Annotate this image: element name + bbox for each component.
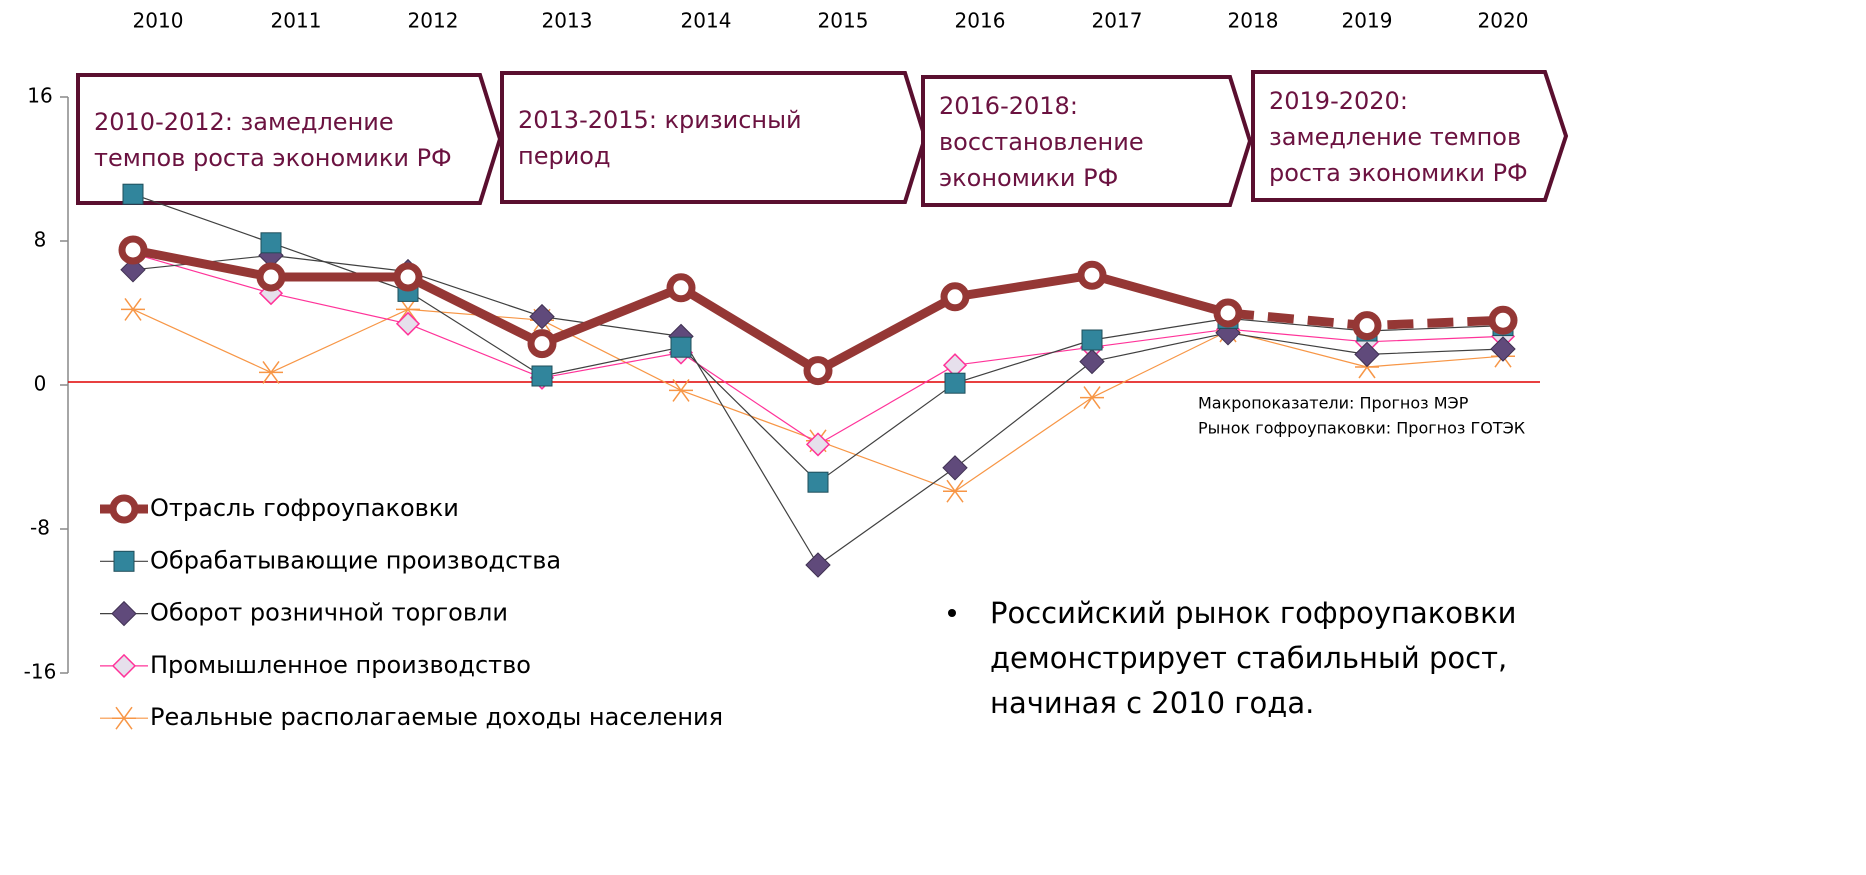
legend-label: Промышленное производство: [150, 651, 531, 679]
period-box: [500, 71, 928, 204]
point: [1081, 329, 1103, 351]
x-tick-label: 2015: [818, 9, 869, 33]
point: [396, 297, 420, 321]
period-text: 2016-2018:: [939, 92, 1078, 120]
point: [943, 479, 967, 503]
legend-marker: [112, 706, 136, 730]
x-tick-label: 2018: [1228, 9, 1279, 33]
legend-label: Обрабатывающие производства: [150, 546, 561, 574]
point: [942, 455, 968, 481]
x-tick-label: 2013: [542, 9, 593, 33]
period-text: экономики РФ: [939, 164, 1118, 192]
point: [118, 235, 148, 265]
point: [531, 365, 553, 387]
point: [260, 232, 282, 254]
x-tick-label: 2011: [271, 9, 322, 33]
bullet-text: демонстрирует стабильный рост,: [990, 641, 1507, 675]
point: [1080, 386, 1104, 410]
point: [120, 257, 146, 283]
point: [807, 471, 829, 493]
y-tick-label: 0: [34, 372, 47, 396]
period-text: период: [518, 142, 611, 170]
point: [393, 262, 423, 292]
period-box: [76, 73, 503, 205]
point: [1488, 305, 1518, 335]
point: [1354, 341, 1380, 368]
point: [940, 282, 970, 312]
y-tick-label: -16: [24, 660, 57, 684]
point: [122, 183, 144, 205]
legend-label: Оборот розничной торговли: [150, 599, 508, 627]
y-tick-label: -8: [30, 516, 50, 540]
y-tick-label: 8: [34, 228, 47, 252]
legend-marker: [111, 600, 137, 627]
point: [1213, 298, 1243, 328]
period-text: 2010-2012: замедление: [94, 108, 394, 136]
point: [1079, 348, 1105, 375]
bullet-text: начиная с 2010 года.: [990, 686, 1314, 720]
period-text: 2013-2015: кризисный: [518, 106, 802, 134]
period-text: роста экономики РФ: [1269, 159, 1528, 187]
x-tick-label: 2012: [408, 9, 459, 33]
x-tick-label: 2010: [133, 9, 184, 33]
x-tick-label: 2017: [1092, 9, 1143, 33]
legend-marker: [109, 494, 139, 524]
x-tick-label: 2020: [1478, 9, 1529, 33]
note: Макропоказатели: Прогноз МЭР: [1198, 394, 1469, 413]
point: [1490, 336, 1516, 362]
period-text: восстановление: [939, 128, 1144, 156]
point: [805, 432, 831, 457]
bullet-dot: [948, 609, 956, 617]
period-text: темпов роста экономики РФ: [94, 144, 452, 172]
x-tick-label: 2016: [955, 9, 1006, 33]
y-tick-label: 16: [27, 84, 52, 108]
point: [1077, 260, 1107, 290]
note: Рынок гофроупаковки: Прогноз ГОТЭК: [1198, 419, 1526, 438]
point: [670, 336, 692, 358]
x-tick-label: 2019: [1342, 9, 1393, 33]
point: [256, 262, 286, 292]
bullet-text: Российский рынок гофроупаковки: [990, 596, 1516, 630]
legend-label: Отрасль гофроупаковки: [150, 494, 459, 522]
period-text: замедление темпов: [1269, 123, 1521, 151]
legend-label: Реальные располагаемые доходы населения: [150, 703, 723, 731]
point: [529, 303, 555, 330]
point: [944, 372, 966, 394]
period-box: [921, 75, 1253, 207]
point: [259, 360, 283, 384]
point: [666, 273, 696, 303]
x-tick-label: 2014: [681, 9, 732, 33]
period-text: 2019-2020:: [1269, 87, 1408, 115]
period-box: [1251, 70, 1569, 202]
legend-marker: [113, 550, 135, 572]
point: [395, 311, 421, 336]
point: [803, 356, 833, 386]
point: [121, 297, 145, 321]
point: [527, 329, 557, 359]
legend-marker: [111, 653, 137, 678]
point: [1352, 311, 1382, 341]
point: [805, 552, 831, 578]
point: [669, 378, 693, 402]
